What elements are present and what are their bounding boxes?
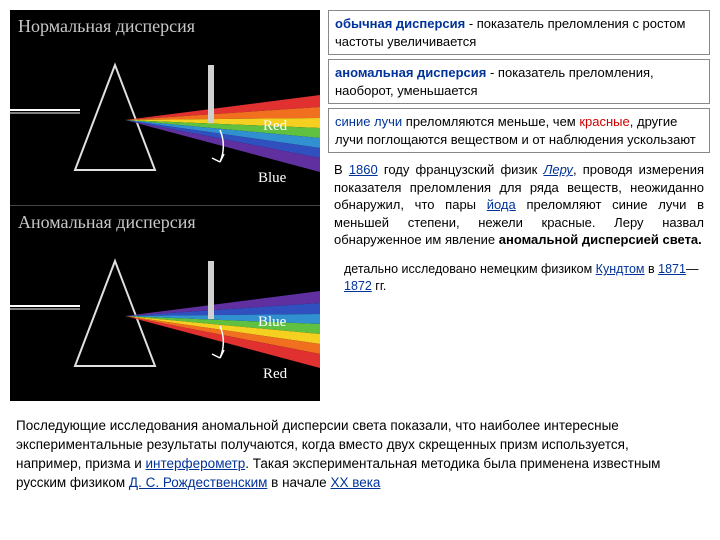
term-anomalous: аномальная дисперсия (335, 65, 486, 80)
link-1871[interactable]: 1871 (658, 262, 686, 276)
normal-red-label: Red (263, 118, 287, 135)
para-normal: обычная дисперсия - показатель преломлен… (328, 10, 710, 55)
link-interferometer[interactable]: интерферометр (146, 456, 246, 471)
link-rozhdestvensky[interactable]: Д. С. Рождественским (129, 475, 267, 490)
para-leroux: В 1860 году французский физик Леру, пров… (328, 157, 710, 253)
blue-rays: синие лучи (335, 114, 402, 129)
link-xx-century[interactable]: XX века (330, 475, 380, 490)
text-column: обычная дисперсия - показатель преломлен… (328, 10, 710, 401)
red-rays: красные (579, 114, 629, 129)
link-iodine[interactable]: йода (487, 197, 516, 212)
para-blue-red: синие лучи преломляются меньше, чем крас… (328, 108, 710, 153)
top-region: Нормальная дисперсия (10, 10, 710, 401)
link-leroux[interactable]: Леру (543, 162, 572, 177)
anomalous-red-label: Red (263, 366, 287, 383)
normal-blue-label: Blue (258, 170, 286, 187)
anomalous-title: Аномальная дисперсия (18, 212, 196, 233)
link-kundt[interactable]: Кундтом (596, 262, 645, 276)
p4a: В (334, 162, 349, 177)
da: детально исследовано немецким физиком (344, 262, 596, 276)
normal-title: Нормальная дисперсия (18, 16, 195, 37)
p3b: преломляются меньше, чем (402, 114, 579, 129)
diagrams-column: Нормальная дисперсия (10, 10, 320, 401)
p4b: году французский физик (378, 162, 544, 177)
ddash: — (686, 262, 699, 276)
anomalous-dispersion-diagram: Аномальная дисперсия Red Blue (10, 205, 320, 401)
para-anomalous: аномальная дисперсия - показатель прелом… (328, 59, 710, 104)
db: в (645, 262, 659, 276)
bc: в начале (267, 475, 330, 490)
para-bottom: Последующие исследования аномальной дисп… (10, 411, 702, 499)
link-1872[interactable]: 1872 (344, 279, 372, 293)
term-anomalous-light: аномальной дисперсией света. (499, 232, 702, 247)
normal-dispersion-diagram: Нормальная дисперсия (10, 10, 320, 205)
anomalous-blue-label: Blue (258, 314, 286, 331)
dc: гг. (372, 279, 387, 293)
term-normal: обычная дисперсия (335, 16, 465, 31)
para-kundt: детально исследовано немецким физиком Ку… (338, 257, 710, 299)
link-1860[interactable]: 1860 (349, 162, 378, 177)
